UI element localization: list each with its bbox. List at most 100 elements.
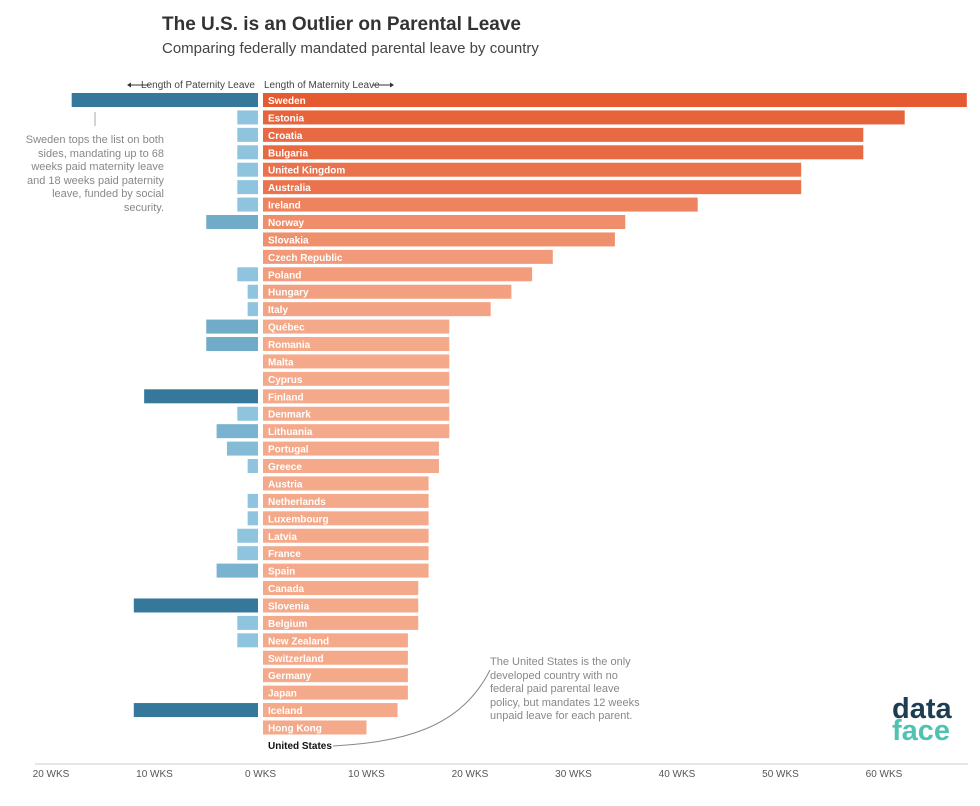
paternity-bar xyxy=(133,598,258,613)
country-label: Poland xyxy=(268,270,301,281)
maternity-bar xyxy=(263,476,429,491)
paternity-bar xyxy=(237,546,258,561)
paternity-bar xyxy=(247,493,258,508)
country-label: Finland xyxy=(268,392,304,403)
paternity-bar xyxy=(237,197,258,212)
country-label: Denmark xyxy=(268,410,311,421)
country-label: Netherlands xyxy=(268,497,326,508)
maternity-bar xyxy=(263,371,450,386)
country-label: Latvia xyxy=(268,532,297,543)
chart-title: The U.S. is an Outlier on Parental Leave xyxy=(162,14,521,35)
maternity-bar xyxy=(263,459,439,474)
country-label: Iceland xyxy=(268,706,302,717)
x-tick-label: 30 WKS xyxy=(555,769,592,780)
paternity-bar xyxy=(216,563,258,578)
paternity-bar xyxy=(247,302,258,317)
maternity-bar xyxy=(263,598,419,613)
paternity-bar xyxy=(226,441,258,456)
x-tick-label: 0 WKS xyxy=(245,769,276,780)
maternity-bar xyxy=(263,546,429,561)
maternity-bar xyxy=(263,302,491,317)
paternity-bar xyxy=(71,93,258,107)
paternity-bar xyxy=(247,284,258,299)
country-label: Bulgaria xyxy=(268,148,308,159)
maternity-bar xyxy=(263,528,429,543)
country-label: Canada xyxy=(268,584,305,595)
paternity-bar xyxy=(247,511,258,526)
maternity-bar xyxy=(263,93,967,107)
maternity-bar xyxy=(263,720,367,735)
x-tick-label: 60 WKS xyxy=(866,769,903,780)
country-label: Sweden xyxy=(268,96,306,107)
sweden-annotation: Sweden tops the list on both sides, mand… xyxy=(25,134,164,214)
country-label: Romania xyxy=(268,340,311,351)
country-label: United States xyxy=(268,741,332,752)
maternity-bar xyxy=(263,389,450,404)
country-label: Luxembourg xyxy=(268,514,329,525)
x-tick-label: 50 WKS xyxy=(762,769,799,780)
x-tick-label: 40 WKS xyxy=(659,769,696,780)
paternity-bar xyxy=(237,528,258,543)
paternity-bar xyxy=(206,337,258,352)
maternity-bar xyxy=(263,703,398,718)
maternity-bar xyxy=(263,232,615,247)
paternity-bar xyxy=(237,267,258,282)
country-label: Slovakia xyxy=(268,235,309,246)
country-label: Austria xyxy=(268,479,303,490)
paternity-bar xyxy=(237,615,258,630)
maternity-bar xyxy=(263,284,512,299)
maternity-bar xyxy=(263,563,429,578)
paternity-bar xyxy=(206,319,258,334)
country-label: Hong Kong xyxy=(268,723,322,734)
country-label: Greece xyxy=(268,462,302,473)
maternity-bar xyxy=(263,267,533,282)
maternity-bar xyxy=(263,354,450,369)
maternity-bar xyxy=(263,215,626,230)
legend-arrowhead-left xyxy=(127,82,131,88)
country-label: United Kingdom xyxy=(268,166,345,177)
country-label: Québec xyxy=(268,323,305,334)
paternity-bar xyxy=(237,145,258,160)
country-label: Japan xyxy=(268,689,297,700)
country-label: France xyxy=(268,549,301,560)
country-label: Spain xyxy=(268,567,295,578)
maternity-bar xyxy=(263,337,450,352)
maternity-bar xyxy=(263,127,864,142)
paternity-bar xyxy=(133,703,258,718)
x-tick-label: 20 WKS xyxy=(33,769,70,780)
paternity-bar xyxy=(237,633,258,648)
data-face-logo: data face xyxy=(892,693,952,747)
maternity-bar xyxy=(263,424,450,439)
legend-arrowhead-right xyxy=(390,82,394,88)
country-label: Ireland xyxy=(268,201,301,212)
country-label: Belgium xyxy=(268,619,308,630)
maternity-bar xyxy=(263,110,905,125)
legend-paternity: Length of Paternity Leave xyxy=(141,80,255,91)
paternity-bar xyxy=(237,406,258,421)
country-label: Portugal xyxy=(268,445,309,456)
x-tick-label: 10 WKS xyxy=(348,769,385,780)
maternity-bar xyxy=(263,633,408,648)
maternity-bar xyxy=(263,441,439,456)
maternity-bar xyxy=(263,581,419,596)
country-label: Hungary xyxy=(268,288,309,299)
maternity-bar xyxy=(263,162,802,177)
us-annotation-line xyxy=(332,669,491,747)
country-label: New Zealand xyxy=(268,636,329,647)
maternity-bar xyxy=(263,319,450,334)
maternity-bar xyxy=(263,668,408,683)
paternity-bar xyxy=(237,162,258,177)
maternity-bar xyxy=(263,249,553,264)
paternity-bar xyxy=(216,424,258,439)
maternity-bar xyxy=(263,685,408,700)
paternity-bar xyxy=(237,127,258,142)
maternity-bar xyxy=(263,406,450,421)
country-label: Lithuania xyxy=(268,427,313,438)
us-annotation: The United States is the only developed … xyxy=(490,656,640,722)
maternity-bar xyxy=(263,180,802,195)
country-label: Czech Republic xyxy=(268,253,343,264)
maternity-bar xyxy=(263,197,698,212)
country-label: Germany xyxy=(268,671,312,682)
country-label: Croatia xyxy=(268,131,303,142)
